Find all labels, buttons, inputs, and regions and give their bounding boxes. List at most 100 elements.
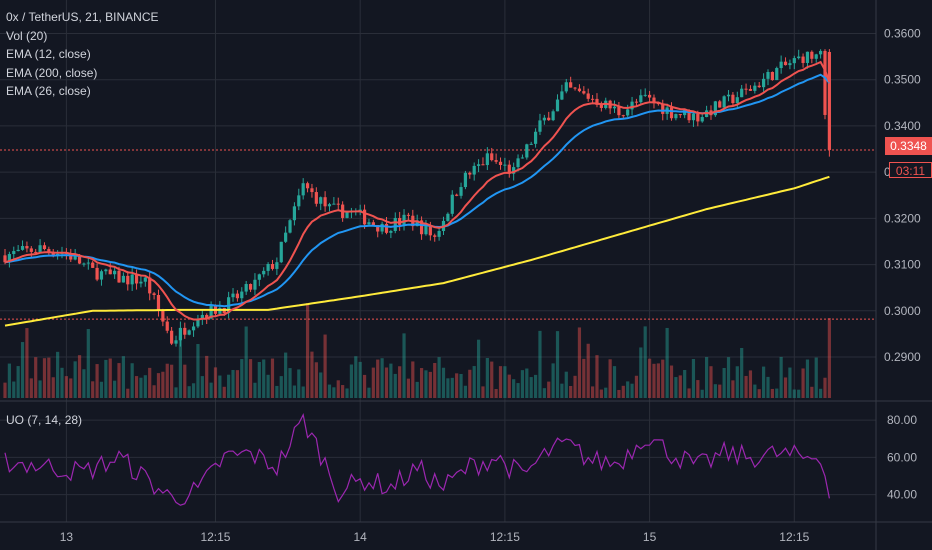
volume-bar: [538, 330, 542, 398]
volume-bar: [481, 386, 485, 398]
candle-body: [599, 104, 603, 108]
volume-bar: [560, 383, 564, 398]
volume-bar: [91, 381, 95, 398]
volume-bar: [525, 368, 529, 398]
uo-tick-label: 40.00: [887, 488, 917, 502]
candle-body: [301, 183, 305, 196]
volume-bar: [86, 329, 90, 398]
candle-body: [726, 94, 731, 97]
volume-bar: [314, 362, 318, 398]
volume-bar: [590, 386, 595, 398]
volume-bar: [731, 380, 735, 398]
candle-body: [740, 88, 744, 98]
candle-body: [376, 225, 380, 232]
volume-bar: [656, 363, 660, 398]
candle-body: [819, 50, 823, 55]
legend-volume[interactable]: Vol (20): [6, 28, 48, 43]
time-tick-label: 12:15: [779, 530, 809, 544]
volume-bar: [248, 359, 253, 398]
candle-body: [113, 270, 117, 275]
candle-body: [520, 157, 525, 159]
volume-bar: [165, 363, 169, 398]
volume-bar: [612, 366, 617, 398]
volume-bar: [827, 318, 831, 398]
candle-body: [262, 270, 266, 275]
legend-ema-12[interactable]: EMA (12, close): [6, 47, 91, 61]
volume-bar: [174, 387, 178, 398]
candle-body: [577, 88, 582, 92]
candle-body: [450, 194, 454, 214]
volume-bar: [533, 374, 538, 398]
volume-bar: [126, 388, 130, 398]
volume-bar: [529, 377, 533, 398]
candle-body: [696, 113, 700, 122]
candle-body: [196, 319, 200, 327]
volume-bar: [323, 334, 327, 398]
volume-bar: [354, 356, 358, 398]
volume-bar: [770, 388, 774, 398]
volume-bar: [73, 361, 77, 398]
candle-body: [42, 245, 47, 250]
candle-body: [783, 61, 788, 66]
candle-body: [713, 101, 717, 116]
volume-bar: [507, 374, 511, 398]
volume-bar: [726, 357, 731, 398]
candle-body: [345, 212, 349, 218]
candle-body: [231, 293, 235, 298]
candle-body: [525, 144, 529, 158]
volume-bar: [12, 381, 16, 398]
candle-body: [814, 54, 818, 59]
volume-bar: [29, 378, 33, 398]
candle-body: [310, 188, 314, 193]
candle-body: [797, 56, 801, 59]
candle-body: [398, 218, 402, 225]
legend-ema-26[interactable]: EMA (26, close): [6, 84, 91, 98]
volume-bar: [341, 385, 345, 398]
volume-bar: [678, 375, 682, 398]
uo-line: [4, 412, 830, 506]
candle-body: [476, 164, 481, 166]
volume-bar: [595, 355, 599, 398]
volume-bar: [266, 374, 270, 398]
volume-bar: [257, 361, 261, 398]
candle-body: [529, 143, 533, 145]
volume-bar: [441, 367, 446, 398]
volume-bar: [213, 367, 218, 398]
volume-bar: [805, 359, 810, 398]
symbol-title[interactable]: 0x / TetherUS, 21, BINANCE: [6, 10, 159, 24]
candle-body: [788, 63, 792, 66]
candle-body: [134, 274, 139, 284]
volume-bar: [253, 382, 257, 398]
candle-body: [437, 231, 441, 237]
legend-ema-200[interactable]: EMA (200, close): [6, 65, 98, 80]
time-axis-labels: 13 12:15 14 12:15 15 12:15: [60, 530, 810, 544]
volume-bar: [336, 380, 340, 398]
volume-bar: [634, 375, 639, 398]
time-tick-label: 13: [60, 530, 74, 544]
volume-bar: [446, 378, 450, 398]
candle-body: [590, 98, 595, 100]
candle-body: [253, 279, 257, 290]
candle-body: [165, 321, 169, 331]
volume-bar: [34, 357, 38, 398]
volume-bar: [64, 376, 68, 398]
candle-body: [617, 106, 621, 116]
candle-body: [406, 214, 411, 216]
volume-bar: [209, 382, 213, 398]
volume-bar: [555, 331, 560, 398]
candle-body: [626, 109, 630, 116]
candle-body: [555, 99, 560, 112]
candle-body: [266, 264, 270, 271]
volume-bar: [498, 366, 503, 398]
volume-bar: [191, 383, 196, 398]
candle-body: [170, 330, 174, 344]
candle-body: [25, 246, 29, 249]
volume-bar: [305, 303, 310, 398]
uo-legend[interactable]: UO (7, 14, 28): [6, 413, 83, 427]
candle-body: [810, 51, 814, 59]
volume-bar: [327, 384, 332, 398]
volume-bar: [573, 375, 577, 398]
volume-bar: [586, 343, 590, 398]
price-axis-labels: 0.36000.35000.34000.33000.32000.31000.30…: [884, 26, 921, 364]
